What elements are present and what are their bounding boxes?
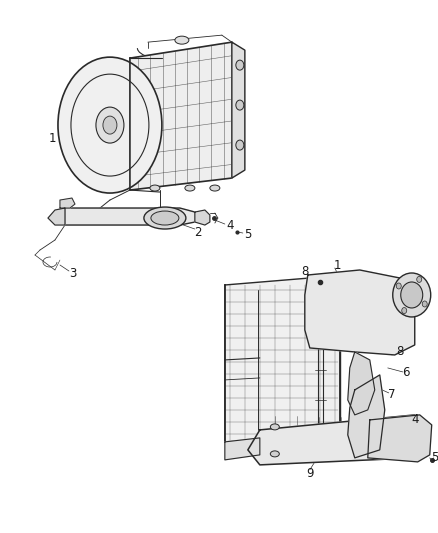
- Text: 8: 8: [396, 345, 403, 359]
- Text: 9: 9: [306, 467, 314, 480]
- Ellipse shape: [402, 308, 407, 313]
- Ellipse shape: [396, 283, 401, 289]
- Text: 7: 7: [388, 389, 396, 401]
- Polygon shape: [305, 270, 415, 355]
- Ellipse shape: [236, 60, 244, 70]
- Polygon shape: [225, 278, 340, 442]
- Ellipse shape: [103, 116, 117, 134]
- Polygon shape: [348, 375, 385, 458]
- Polygon shape: [130, 42, 232, 190]
- Ellipse shape: [393, 273, 431, 317]
- Ellipse shape: [151, 211, 179, 225]
- Text: 5: 5: [244, 228, 251, 240]
- Polygon shape: [65, 208, 195, 225]
- Ellipse shape: [236, 100, 244, 110]
- Text: 8: 8: [301, 265, 308, 279]
- Polygon shape: [348, 352, 375, 415]
- Ellipse shape: [422, 301, 427, 307]
- Polygon shape: [195, 210, 210, 225]
- Ellipse shape: [405, 447, 414, 453]
- Text: 1: 1: [334, 259, 342, 271]
- Ellipse shape: [270, 424, 279, 430]
- Polygon shape: [232, 42, 245, 178]
- Polygon shape: [368, 415, 432, 462]
- Polygon shape: [48, 208, 65, 225]
- Text: 4: 4: [226, 219, 233, 231]
- Ellipse shape: [150, 185, 160, 191]
- Ellipse shape: [270, 451, 279, 457]
- Ellipse shape: [417, 277, 422, 282]
- Polygon shape: [225, 438, 260, 460]
- Text: 5: 5: [431, 451, 438, 464]
- Ellipse shape: [175, 36, 189, 44]
- Ellipse shape: [144, 207, 186, 229]
- Text: 3: 3: [69, 268, 77, 280]
- Ellipse shape: [96, 107, 124, 143]
- Polygon shape: [60, 198, 75, 208]
- Ellipse shape: [236, 140, 244, 150]
- Ellipse shape: [185, 185, 195, 191]
- Ellipse shape: [210, 185, 220, 191]
- Text: 2: 2: [194, 225, 201, 239]
- Text: 1: 1: [48, 132, 56, 144]
- Ellipse shape: [401, 282, 423, 308]
- Polygon shape: [248, 415, 420, 465]
- Ellipse shape: [58, 57, 162, 193]
- Ellipse shape: [405, 420, 414, 426]
- Text: 6: 6: [402, 366, 410, 379]
- Text: 4: 4: [411, 414, 418, 426]
